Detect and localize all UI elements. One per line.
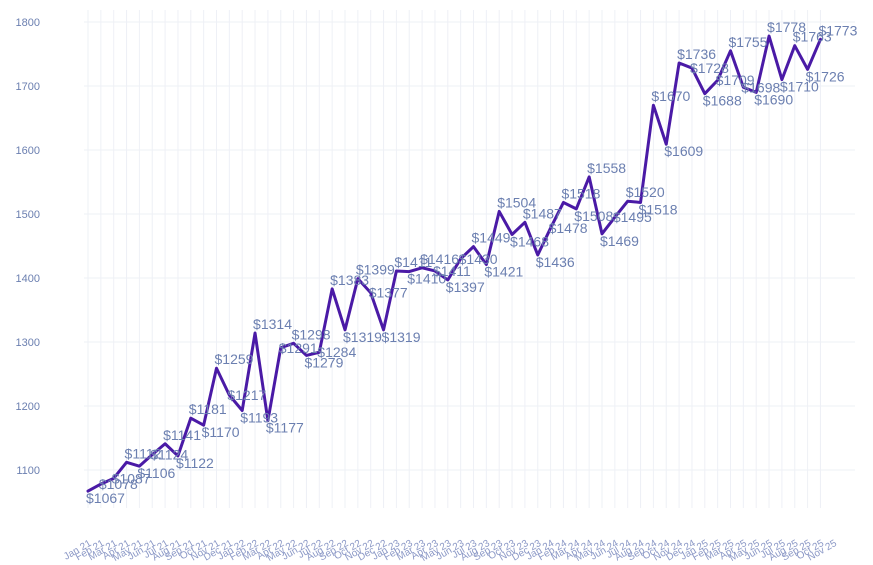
data-label: $1411 (394, 254, 432, 270)
data-label: $1397 (446, 279, 485, 295)
data-label: $1124 (150, 447, 188, 463)
data-label: $1726 (806, 68, 845, 84)
data-label: $1518 (561, 185, 600, 201)
data-label: $1416 (420, 251, 459, 267)
data-label: $1609 (664, 143, 703, 159)
y-tick-label: 1500 (16, 209, 40, 221)
data-label: $1421 (484, 264, 523, 280)
data-label: $1217 (227, 387, 266, 403)
data-label: $1284 (317, 344, 356, 360)
data-label: $1298 (292, 326, 331, 342)
y-tick-label: 1300 (16, 337, 40, 349)
data-label: $1411 (433, 263, 471, 279)
data-label: $1495 (613, 209, 652, 225)
data-label: $1698 (741, 79, 780, 95)
data-label: $1141 (163, 427, 201, 443)
data-label: $1670 (651, 88, 690, 104)
data-label: $1690 (754, 91, 793, 107)
data-label: $1508 (574, 208, 613, 224)
data-label: $1399 (356, 262, 395, 278)
data-label: $1067 (86, 490, 125, 506)
data-label: $1106 (137, 465, 175, 481)
y-tick-label: 1400 (16, 273, 40, 285)
data-label: $1259 (215, 351, 254, 367)
data-label: $1377 (369, 285, 408, 301)
y-tick-label: 1800 (16, 17, 40, 29)
data-label: $1177 (266, 420, 304, 436)
data-label: $1193 (240, 409, 278, 425)
data-label: $1436 (536, 254, 575, 270)
data-label: $1520 (626, 184, 665, 200)
data-label: $1410 (407, 271, 446, 287)
data-label: $1487 (523, 205, 562, 221)
data-label: $1469 (600, 233, 639, 249)
data-label: $1736 (677, 46, 716, 62)
data-label: $1478 (549, 220, 588, 236)
data-label: $1319 (343, 329, 382, 345)
data-label: $1518 (639, 201, 678, 217)
data-label: $1181 (189, 401, 227, 417)
data-label: $1170 (202, 424, 240, 440)
data-label: $1449 (472, 230, 511, 246)
y-tick-label: 1100 (16, 465, 40, 477)
data-label: $1773 (818, 22, 857, 38)
data-label: $1468 (510, 233, 549, 249)
data-label: $1709 (716, 72, 755, 88)
y-tick-label: 1700 (16, 81, 40, 93)
data-label: $1755 (729, 34, 768, 50)
data-label: $1122 (176, 455, 214, 471)
data-label: $1763 (793, 29, 832, 45)
data-label: $1430 (459, 251, 498, 267)
data-label: $1112 (125, 445, 162, 461)
data-label: $1558 (587, 160, 626, 176)
data-label: $1078 (99, 476, 138, 492)
series-line (86, 34, 822, 493)
data-label: $1383 (330, 272, 369, 288)
y-tick-label: 1600 (16, 145, 40, 157)
y-tick-label: 1200 (16, 401, 40, 413)
data-label: $1314 (253, 316, 292, 332)
data-labels: $1067$1078$1087 $1112 $1106 $1124 $1141 $1122… (86, 19, 858, 506)
data-label: $1504 (497, 194, 536, 210)
data-label: $1728 (690, 60, 729, 76)
data-label: $1688 (703, 93, 742, 109)
data-label: $1778 (767, 19, 806, 35)
data-label: $1319 (382, 329, 421, 345)
data-label: $1279 (304, 354, 343, 370)
data-label: $1291 (279, 340, 318, 356)
y-axis-ticks: 1100 1200 1300 1400 1500 1600 1700 1800 (16, 17, 40, 477)
data-label: $1710 (780, 79, 819, 95)
data-label: $1087 (112, 470, 151, 486)
